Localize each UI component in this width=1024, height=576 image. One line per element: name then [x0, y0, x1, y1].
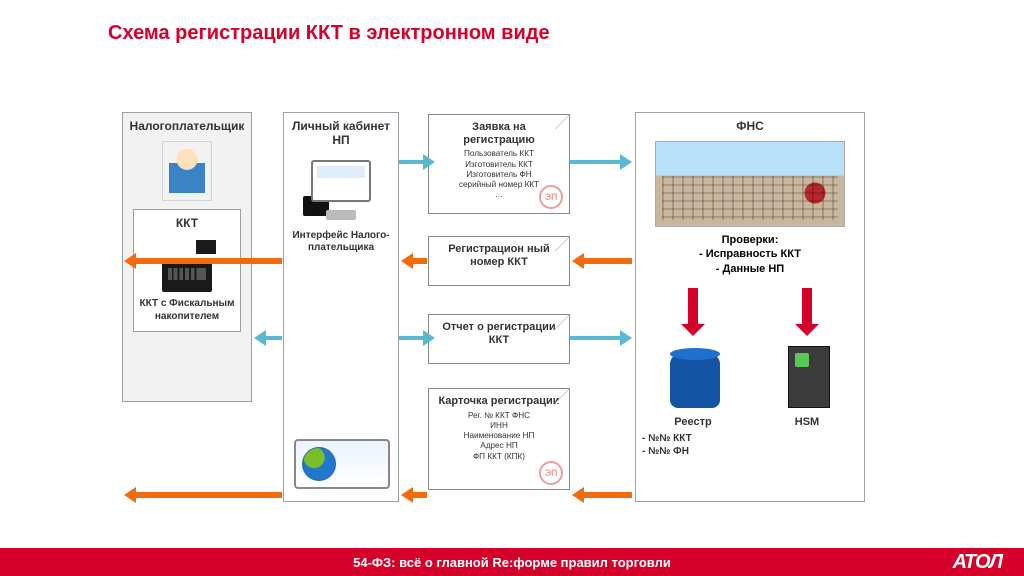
doc1-l3: Изготовитель ФН	[437, 170, 561, 180]
doc4-l4: Адрес НП	[437, 441, 561, 451]
person-icon	[162, 141, 212, 201]
arrow-orange-icon	[582, 492, 632, 498]
box-taxpayer: Налогоплательщик ККТ ККТ с Фискальным на…	[122, 112, 252, 402]
arrow-teal-icon	[399, 160, 425, 164]
fns-icons-row	[636, 346, 864, 408]
arrow-teal-icon	[399, 336, 425, 340]
arrow-teal-icon	[264, 336, 282, 340]
cabinet-title: Личный кабинет НП	[284, 113, 398, 150]
checks-title: Проверки:	[636, 233, 864, 247]
fns-arrows-row	[636, 288, 864, 326]
arrow-teal-icon	[570, 160, 622, 164]
doc2-title: Регистрацион ный номер ККТ	[437, 243, 561, 268]
doc4-l3: Наименование НП	[437, 431, 561, 441]
doc1-l2: Изготовитель ККТ	[437, 160, 561, 170]
arrow-orange-icon	[411, 258, 427, 264]
cash-register-icon	[152, 236, 222, 292]
arrow-teal-icon	[570, 336, 622, 340]
hsm-label: HSM	[750, 416, 864, 458]
page-title: Схема регистрации ККТ в электронном виде	[108, 22, 550, 45]
kkt-caption: ККТ с Фискальным накопителем	[134, 298, 240, 323]
taxpayer-title: Налогоплательщик	[123, 113, 251, 135]
brand-logo: АТОЛ	[953, 551, 1002, 574]
kkt-title: ККТ	[134, 210, 240, 232]
doc-report: Отчет о регистрации ККТ	[428, 314, 570, 364]
doc-card: Карточка регистрации Рег. № ККТ ФНС ИНН …	[428, 388, 570, 490]
check1: - Исправность ККТ	[636, 247, 864, 261]
doc3-title: Отчет о регистрации ККТ	[437, 321, 561, 346]
footer-text: 54-ФЗ: всё о главной Re:форме правил тор…	[353, 555, 671, 570]
fns-labels: Реестр - №№ ККТ - №№ ФН HSM	[636, 416, 864, 458]
database-icon	[670, 354, 720, 408]
doc1-title: Заявка на регистрацию	[437, 121, 561, 146]
doc4-l2: ИНН	[437, 421, 561, 431]
arrow-orange-icon	[134, 492, 282, 498]
globe-card-icon	[294, 439, 390, 489]
fns-title: ФНС	[636, 113, 864, 135]
box-fns: ФНС Проверки: - Исправность ККТ - Данные…	[635, 112, 865, 502]
registry-l2: - №№ ФН	[642, 445, 750, 458]
registry-label: Реестр	[636, 416, 750, 428]
checks-block: Проверки: - Исправность ККТ - Данные НП	[636, 233, 864, 276]
hsm-icon	[788, 346, 830, 408]
stamp-icon: ЭП	[539, 185, 563, 209]
arrow-orange-icon	[411, 492, 427, 498]
doc1-l1: Пользователь ККТ	[437, 149, 561, 159]
doc4-l5: ФП ККТ (КПК)	[437, 452, 561, 462]
building-icon	[655, 141, 845, 227]
stamp-icon: ЭП	[539, 461, 563, 485]
footer-bar: 54-ФЗ: всё о главной Re:форме правил тор…	[0, 548, 1024, 576]
doc4-l1: Рег. № ККТ ФНС	[437, 411, 561, 421]
globe-icon	[302, 447, 336, 481]
doc-application: Заявка на регистрацию Пользователь ККТ И…	[428, 114, 570, 214]
interface-caption: Интерфейс Налого-плательщика	[284, 230, 398, 255]
computer-icon	[301, 154, 381, 224]
check2: - Данные НП	[636, 262, 864, 276]
red-arrow-down-icon	[688, 288, 698, 326]
red-arrow-down-icon	[802, 288, 812, 326]
arrow-orange-icon	[582, 258, 632, 264]
emblem-icon	[798, 176, 832, 210]
registry-l1: - №№ ККТ	[642, 432, 750, 445]
arrow-orange-icon	[134, 258, 282, 264]
kkt-box: ККТ ККТ с Фискальным накопителем	[133, 209, 241, 332]
doc-regnumber: Регистрацион ный номер ККТ	[428, 236, 570, 286]
doc4-title: Карточка регистрации	[437, 395, 561, 408]
box-cabinet: Личный кабинет НП Интерфейс Налого-плате…	[283, 112, 399, 502]
